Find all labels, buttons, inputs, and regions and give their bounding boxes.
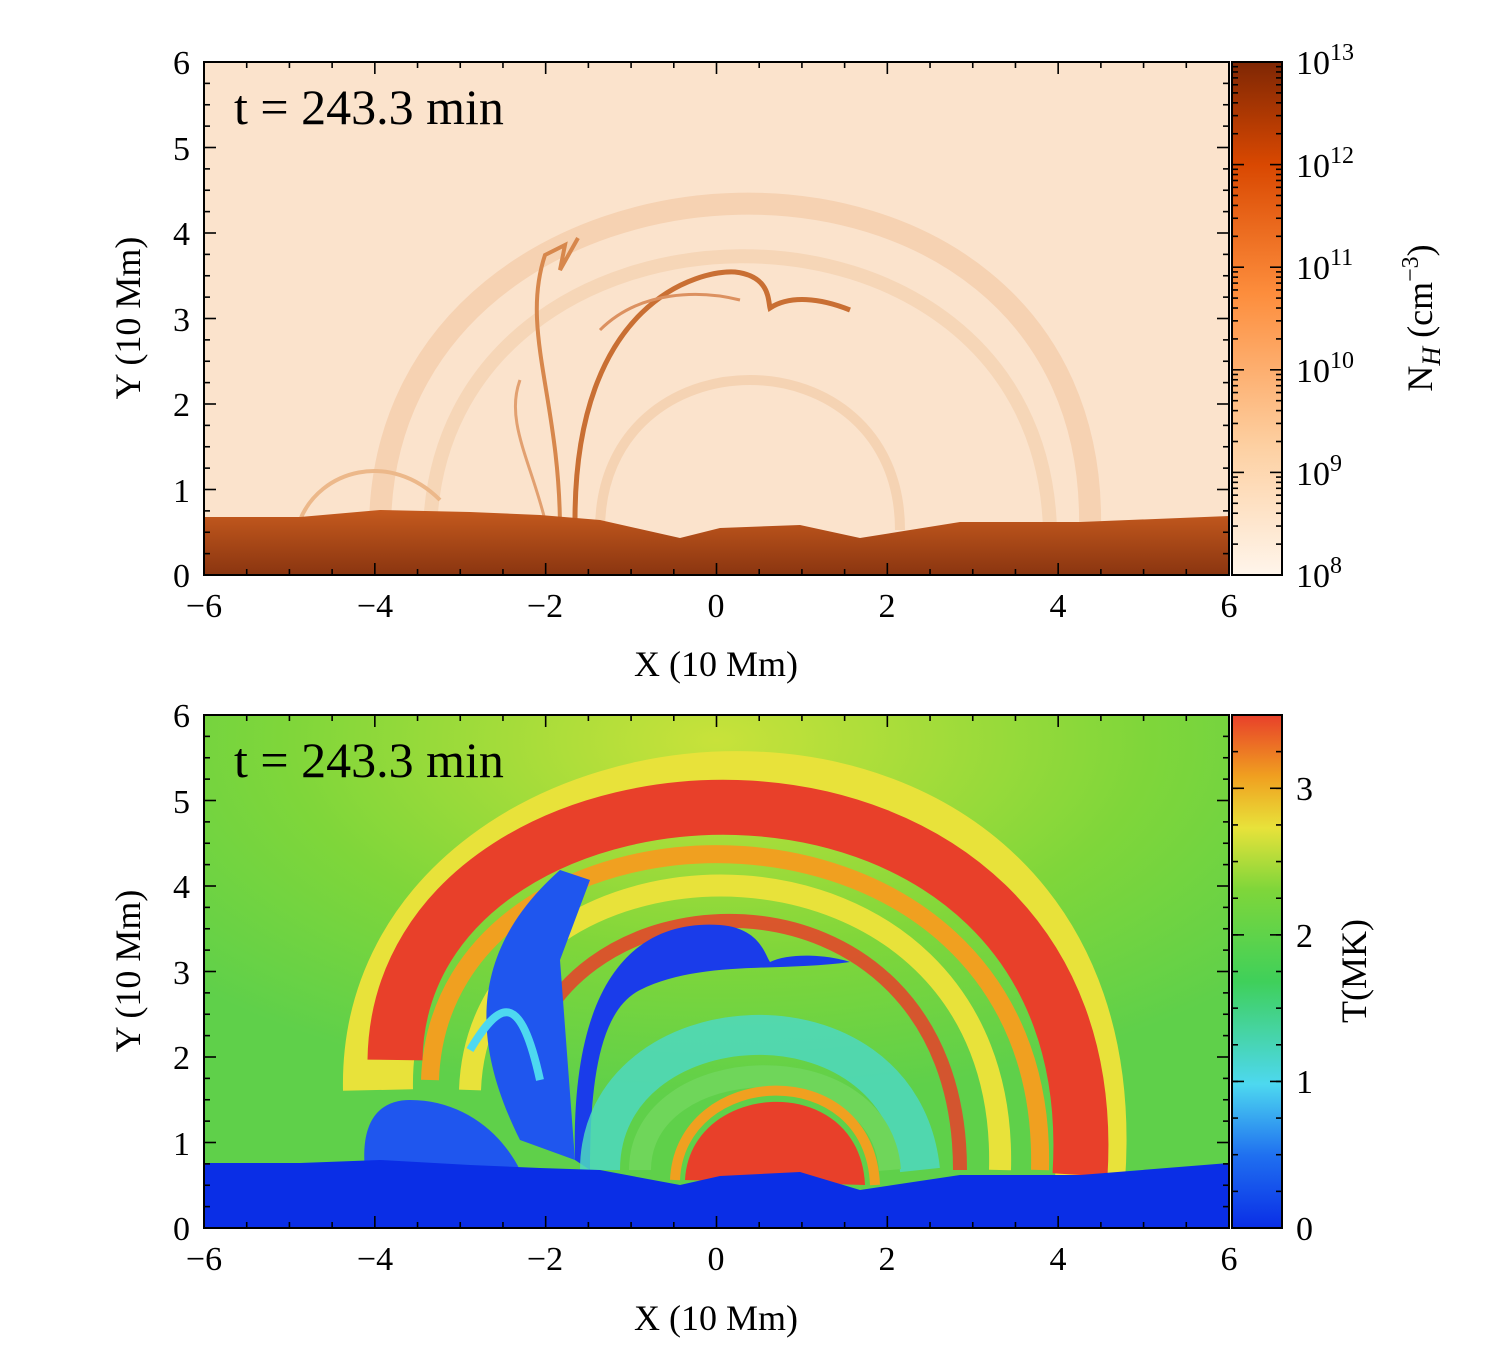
temperature-flux-rope xyxy=(574,924,850,1170)
temperature-ylabel: Y (10 Mm) xyxy=(108,890,148,1053)
density-xtick-label: −2 xyxy=(527,588,563,625)
density-ytick-label: 6 xyxy=(173,45,190,82)
density-strand-left2 xyxy=(513,379,547,521)
density-panel: t = 243.3 min −6 −4 −2 0 2 4 6 0 1 2 3 4… xyxy=(108,40,1446,684)
temperature-panel: t = 243.3 min −6 −4 −2 0 2 4 6 0 1 2 3 4… xyxy=(108,698,1374,1338)
temperature-colorbar-labels: 0 1 2 3 xyxy=(1296,771,1313,1248)
density-colorbar-frame xyxy=(1231,61,1283,576)
temperature-ytick-label: 4 xyxy=(173,869,190,906)
density-background xyxy=(204,62,1229,575)
temperature-xtick-label: 4 xyxy=(1050,1241,1067,1278)
density-flux-rope xyxy=(572,269,851,521)
density-strand-left xyxy=(534,237,580,531)
density-small-loops xyxy=(298,469,442,521)
density-dense-layer xyxy=(204,510,1229,575)
temperature-ytick-label: 6 xyxy=(173,698,190,735)
density-colorbar-labels: 108 109 1010 1011 1012 1013 xyxy=(1296,40,1354,595)
density-xtick-label: 2 xyxy=(879,588,896,625)
temperature-xtick-labels: −6 −4 −2 0 2 4 6 xyxy=(186,1241,1238,1278)
density-colorbar-label: NH (cm−3) xyxy=(1398,244,1446,391)
density-colorbar xyxy=(1232,62,1282,575)
temperature-colorbar-tick-label: 2 xyxy=(1296,918,1313,955)
density-ytick-label: 3 xyxy=(173,302,190,339)
density-flux-rope-inner xyxy=(598,292,741,332)
density-colorbar-tick-label: 1010 xyxy=(1296,348,1354,390)
temperature-xtick-label: −2 xyxy=(527,1241,563,1278)
density-colorbar-tick-label: 108 xyxy=(1296,553,1342,595)
density-map xyxy=(204,62,1229,575)
temperature-xtick-label: 2 xyxy=(879,1241,896,1278)
density-mid-arcade xyxy=(423,249,1057,531)
temperature-xtick-label: −6 xyxy=(186,1241,222,1278)
temperature-ytick-label: 1 xyxy=(173,1126,190,1163)
density-ticks xyxy=(203,61,1230,576)
temperature-colorbar-ticks xyxy=(1232,714,1282,1229)
temperature-map xyxy=(204,715,1229,1228)
temperature-inner-cool-loops xyxy=(580,1015,940,1173)
density-xtick-label: 0 xyxy=(708,588,725,625)
density-ytick-label: 1 xyxy=(173,473,190,510)
temperature-xlabel: X (10 Mm) xyxy=(634,1298,798,1338)
temperature-ytick-labels: 0 1 2 3 4 5 6 xyxy=(173,698,190,1248)
density-ytick-label: 5 xyxy=(173,131,190,168)
temperature-colorbar-tick-label: 3 xyxy=(1296,771,1313,808)
temperature-cool-layer xyxy=(204,1160,1229,1228)
temperature-hot-core-loop xyxy=(685,1101,865,1185)
temperature-colorbar-tick-label: 0 xyxy=(1296,1211,1313,1248)
density-colorbar-tick-label: 1013 xyxy=(1296,40,1354,82)
temperature-colorbar-tick-label: 1 xyxy=(1296,1064,1313,1101)
temperature-inner-green-loops xyxy=(629,1065,901,1172)
temperature-colorbar-label: T(MK) xyxy=(1334,919,1374,1023)
temperature-xtick-label: 6 xyxy=(1221,1241,1238,1278)
temperature-ytick-label: 2 xyxy=(173,1040,190,1077)
density-xtick-label: −4 xyxy=(357,588,393,625)
temperature-arcade-band-orange xyxy=(421,845,1050,1171)
temperature-hot-outer-arcade-core xyxy=(367,779,1109,1177)
density-xtick-labels: −6 −4 −2 0 2 4 6 xyxy=(186,588,1238,625)
temperature-time-annotation: t = 243.3 min xyxy=(234,732,504,788)
density-outer-arcade xyxy=(369,192,1102,531)
temperature-xtick-label: 0 xyxy=(708,1241,725,1278)
density-time-annotation: t = 243.3 min xyxy=(234,79,504,135)
temperature-hot-core-rim xyxy=(670,1085,880,1186)
density-inner-arcade xyxy=(595,375,905,531)
temperature-ytick-label: 5 xyxy=(173,784,190,821)
density-xtick-label: 6 xyxy=(1221,588,1238,625)
density-ytick-label: 4 xyxy=(173,216,190,253)
density-ytick-labels: 0 1 2 3 4 5 6 xyxy=(173,45,190,595)
density-xtick-label: 4 xyxy=(1050,588,1067,625)
density-colorbar-tick-label: 109 xyxy=(1296,451,1342,493)
temperature-ytick-label: 0 xyxy=(173,1211,190,1248)
density-ytick-label: 0 xyxy=(173,558,190,595)
temperature-ticks xyxy=(203,714,1230,1229)
temperature-ytick-label: 3 xyxy=(173,955,190,992)
temperature-colorbar xyxy=(1232,715,1282,1228)
temperature-xtick-label: −4 xyxy=(357,1241,393,1278)
density-xlabel: X (10 Mm) xyxy=(634,644,798,684)
temperature-cool-dome xyxy=(364,1100,520,1170)
density-ytick-label: 2 xyxy=(173,387,190,424)
density-colorbar-ticks xyxy=(1232,61,1282,576)
density-colorbar-tick-label: 1011 xyxy=(1296,245,1353,287)
density-xtick-label: −6 xyxy=(186,588,222,625)
temperature-cool-strand-left xyxy=(486,870,590,1160)
density-colorbar-tick-label: 1012 xyxy=(1296,143,1354,185)
density-ylabel: Y (10 Mm) xyxy=(108,237,148,400)
temperature-cool-strand-light xyxy=(466,1008,544,1081)
